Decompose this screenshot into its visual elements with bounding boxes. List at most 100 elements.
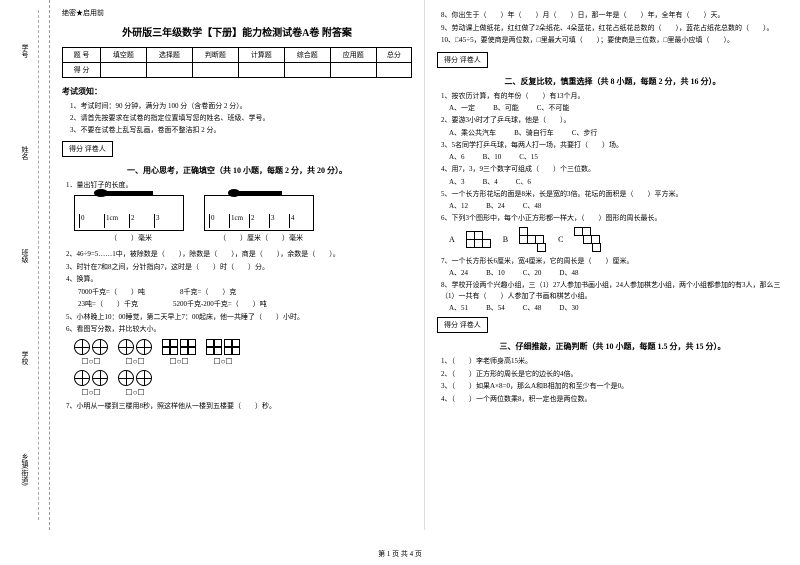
tick: 1cm <box>104 214 129 228</box>
td <box>376 63 411 78</box>
opt: D、48 <box>559 268 578 278</box>
s3q4: 4、（ ）一个两位数乘8，积一定也是两位数。 <box>441 394 788 405</box>
q5: 5、小林晚上10：00睡觉，第二天早上7：00起床，他一共睡了（ ）小时。 <box>66 312 412 323</box>
sidebar-labels: 学号 姓名 班级 学校 乡镇(街道) <box>20 0 30 530</box>
s3q1: 1、（ ）李老师身高15米。 <box>441 356 788 367</box>
s3q2: 2、（ ）正方形的周长是它的边长的4倍。 <box>441 369 788 380</box>
opt: C、48 <box>523 201 542 211</box>
grid-pair <box>206 339 240 355</box>
td <box>330 63 376 78</box>
instructions-head: 考试须知： <box>62 86 412 97</box>
td <box>284 63 330 78</box>
opt: A、12 <box>449 201 468 211</box>
opt: B、10 <box>486 268 505 278</box>
right-column: 8、你出生于（ ）年（ ）月（ ）日，那一年是（ ）年，全年有（ ）天。 9、劳… <box>425 0 800 530</box>
tick: 0 <box>79 214 104 228</box>
opt: C、步行 <box>572 128 598 138</box>
rulers-row: 0 1cm 2 3 （ ）毫米 0 1cm 2 3 4 <box>74 195 412 246</box>
s2q4: 4、用7，3，9三个数字可组成（ ）个三位数。 <box>441 164 788 175</box>
q8: 8、你出生于（ ）年（ ）月（ ）日，那一年是（ ）年，全年有（ ）天。 <box>441 10 788 21</box>
polyominoes: A B C <box>449 228 788 252</box>
opt: A、51 <box>449 303 468 313</box>
section2-title: 二、反复比较，慎重选择（共 8 小题，每题 2 分，共 16 分）。 <box>437 76 788 87</box>
shape-group: ☐○☐ <box>118 339 152 366</box>
ruler1-caption: （ ）毫米 <box>78 233 184 244</box>
s2q4-opts: A、3B、4C、6 <box>449 177 788 187</box>
td <box>238 63 284 78</box>
s2q6: 6、下列3个图形中，每个小正方形都一样大，（ ）图形的周长最长。 <box>441 213 788 224</box>
s2q3: 3、5名同学打乒乓球，每两人打一场，共要打（ ）场。 <box>441 140 788 151</box>
s2q1-opts: A、一定B、可能C、不可能 <box>449 103 788 113</box>
td: 得 分 <box>63 63 101 78</box>
opt: B、54 <box>486 303 505 313</box>
tick: 0 <box>209 214 229 228</box>
circle-icon <box>118 370 134 386</box>
left-column: 绝密★启用前 外研版三年级数学【下册】能力检测试卷A卷 附答案 题 号 填空题 … <box>50 0 425 530</box>
circle-icon <box>92 370 108 386</box>
fraction-shapes: ☐○☐ ☐○☐ ☐○☐ ☐○☐ <box>74 339 412 366</box>
opt: C、20 <box>523 268 542 278</box>
tick: 2 <box>249 214 269 228</box>
th: 选择题 <box>146 48 192 63</box>
nail-icon <box>227 188 282 198</box>
poly-b-label: B <box>503 235 508 244</box>
circle-icon <box>74 370 90 386</box>
exam-title: 外研版三年级数学【下册】能力检测试卷A卷 附答案 <box>62 24 412 39</box>
score-table: 题 号 填空题 选择题 判断题 计算题 综合题 应用题 总分 得 分 <box>62 47 412 78</box>
shape-group: ☐○☐ <box>118 370 152 397</box>
opt: B、骑自行车 <box>514 128 554 138</box>
ruler-graphic: 0 1cm 2 3 <box>74 195 184 231</box>
th: 综合题 <box>284 48 330 63</box>
opt: B、24 <box>486 201 505 211</box>
s2q2-opts: A、乘公共汽车B、骑自行车C、步行 <box>449 128 788 138</box>
label-xuexiao: 学校 <box>20 351 30 365</box>
q10: 10、□45÷5，要使商是两位数，□里最大可填（ ）；要使商是三位数，□里最小应… <box>441 35 788 46</box>
tick: 1cm <box>229 214 249 228</box>
q6: 6、看图写分数，并比较大小。 <box>66 324 412 335</box>
nail-icon <box>93 188 153 198</box>
section3-title: 三、仔细推敲，正确判断（共 10 小题，每题 1.5 分，共 15 分）。 <box>437 341 788 352</box>
opt: C、6 <box>516 177 531 187</box>
instr-1: 1、考试时间：90 分钟，满分为 100 分（含卷面分 2 分）。 <box>70 101 412 111</box>
q4: 4、换算。 <box>66 274 412 285</box>
th: 题 号 <box>63 48 101 63</box>
page-footer: 第 1 页 共 4 页 <box>0 549 800 559</box>
s2q2: 2、要游3小时才了乒乓球，他是（ ）。 <box>441 115 788 126</box>
q2: 2、46÷9=5……1中，被除数是（ ），除数是（ ），商是（ ），余数是（ ）… <box>66 249 412 260</box>
shape-group: ☐○☐ <box>162 339 196 366</box>
s3q3: 3、（ ）如果A×8=0，那么A和B相加的和至少有一个是0。 <box>441 381 788 392</box>
opt: D、30 <box>559 303 578 313</box>
th: 总分 <box>376 48 411 63</box>
grid-icon <box>162 339 178 355</box>
shape-group: ☐○☐ <box>74 370 108 397</box>
poly-c-label: C <box>558 235 563 244</box>
opt: C、48 <box>523 303 542 313</box>
td <box>146 63 192 78</box>
circle-pair <box>118 339 152 355</box>
poly-a-label: A <box>449 235 455 244</box>
td <box>100 63 146 78</box>
scorer-box: 得分 评卷人 <box>437 317 488 333</box>
circle-pair <box>118 370 152 386</box>
shape-group: ☐○☐ <box>206 339 240 366</box>
section1-title: 一、用心思考，正确填空（共 10 小题，每题 2 分，共 20 分）。 <box>62 165 412 176</box>
td <box>192 63 238 78</box>
grid-icon <box>224 339 240 355</box>
ruler-graphic: 0 1cm 2 3 4 <box>204 195 314 231</box>
grid-pair <box>162 339 196 355</box>
fraction-shapes-2: ☐○☐ ☐○☐ <box>74 370 412 397</box>
poly-c <box>575 228 601 252</box>
instr-2: 2、请首先按要求在试卷的指定位置填写您的姓名、班级、学号。 <box>70 113 412 123</box>
circle-icon <box>118 339 134 355</box>
ruler-2: 0 1cm 2 3 4 （ ）厘米（ ）毫米 <box>204 195 314 246</box>
table-row: 题 号 填空题 选择题 判断题 计算题 综合题 应用题 总分 <box>63 48 412 63</box>
s2q8-opts: A、51 B、54 C、48 D、30 <box>449 303 788 313</box>
opt: C、15 <box>519 152 538 162</box>
q4b: 23吨=（ ）千克 5200千克-200千克=（ ）吨 <box>78 299 412 310</box>
circle-icon <box>136 339 152 355</box>
compare-blank: ☐○☐ <box>81 357 100 366</box>
opt: B、10 <box>483 152 502 162</box>
grid-icon <box>206 339 222 355</box>
compare-blank: ☐○☐ <box>125 357 144 366</box>
opt: A、24 <box>449 268 468 278</box>
